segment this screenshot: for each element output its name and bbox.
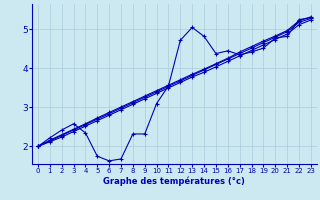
X-axis label: Graphe des températures (°c): Graphe des températures (°c)	[103, 177, 245, 186]
